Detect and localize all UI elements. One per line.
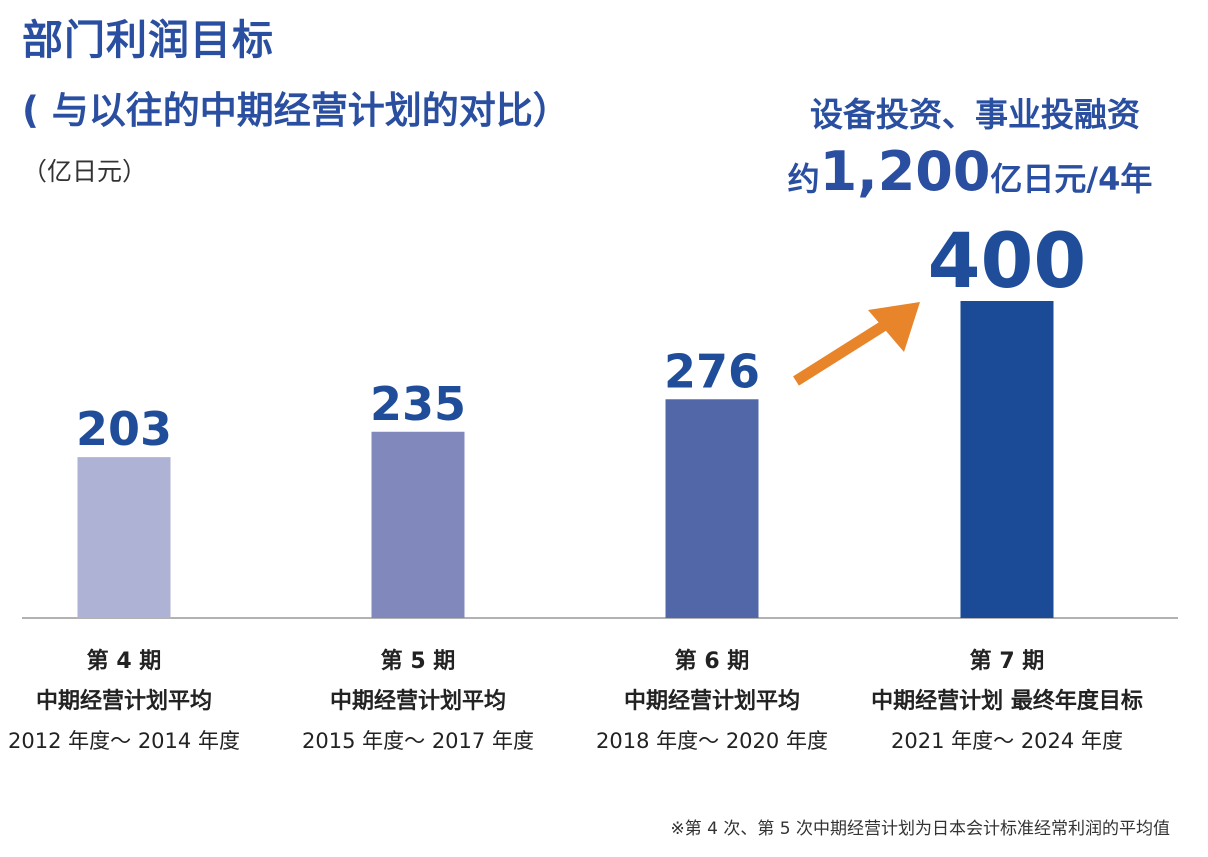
- category-label-1: 第 4 期: [87, 648, 162, 674]
- value-label-3: 276: [664, 344, 760, 398]
- category-period-label-3: 2018 年度～ 2020 年度: [596, 729, 828, 753]
- chart-title: 部门利润目标: [22, 16, 274, 64]
- category-plan-label-4: 中期经营计划 最终年度目标: [871, 688, 1143, 714]
- footnote: ※第 4 次、第 5 次中期经营计划为日本会计标准经常利润的平均值: [670, 819, 1171, 839]
- category-period-label-4: 2021 年度～ 2024 年度: [891, 729, 1123, 753]
- bar-1: [77, 457, 171, 618]
- unit-label: （亿日元）: [22, 157, 148, 186]
- investment-amount: 1,200: [819, 140, 991, 203]
- category-label-4: 第 7 期: [970, 648, 1045, 674]
- category-period-label-1: 2012 年度～ 2014 年度: [8, 729, 240, 753]
- investment-suffix: 亿日元/4年: [990, 160, 1153, 198]
- investment-prefix: 约: [787, 160, 820, 198]
- category-plan-label-3: 中期经营计划平均: [624, 688, 800, 714]
- category-plan-label-1: 中期经营计划平均: [36, 688, 212, 714]
- bar-3: [665, 399, 759, 618]
- chart-subtitle: ( 与以往的中期经营计划的对比）: [22, 89, 570, 132]
- value-label-1: 203: [76, 402, 172, 456]
- category-period-label-2: 2015 年度～ 2017 年度: [302, 729, 534, 753]
- bar-4: [960, 301, 1054, 618]
- growth-arrow-head: [868, 302, 920, 352]
- bar-2: [371, 431, 465, 618]
- category-plan-label-2: 中期经营计划平均: [330, 688, 506, 714]
- growth-arrow-shaft: [793, 313, 899, 386]
- category-label-2: 第 5 期: [381, 648, 456, 674]
- investment-amount-line: 约1,200亿日元/4年: [740, 140, 1200, 203]
- value-label-2: 235: [370, 377, 466, 431]
- value-label-4: 400: [928, 216, 1087, 305]
- investment-heading: 设备投资、事业投融资: [810, 95, 1140, 134]
- category-label-3: 第 6 期: [675, 648, 750, 674]
